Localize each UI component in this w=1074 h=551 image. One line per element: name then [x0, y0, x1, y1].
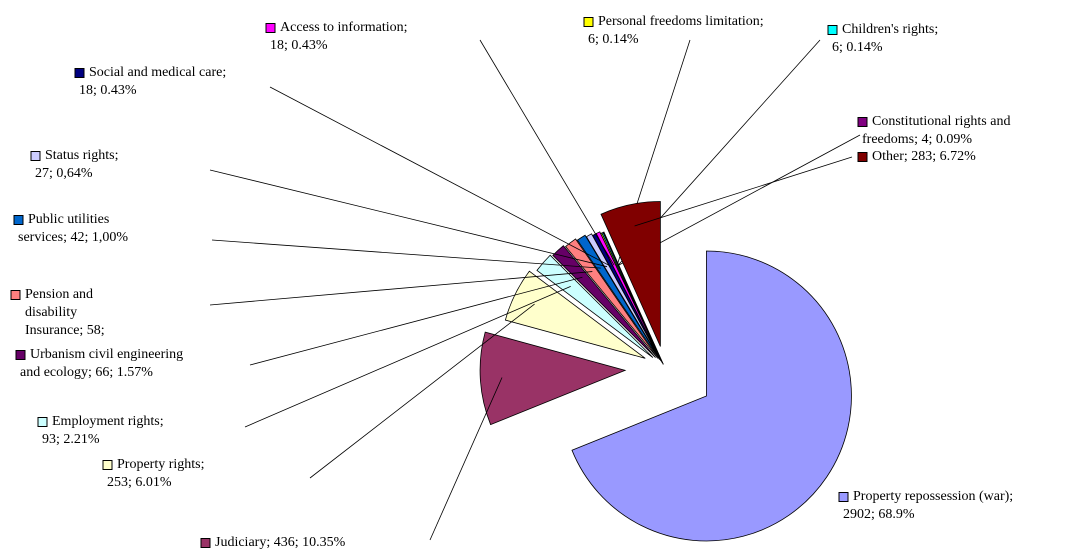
pie-slice [585, 233, 662, 362]
data-label: Insurance; 58; [25, 323, 105, 338]
leader-line [209, 169, 608, 268]
legend-swatch [857, 152, 868, 162]
legend-swatch [200, 538, 211, 548]
legend-swatch [10, 290, 21, 300]
leader-line [309, 303, 535, 479]
data-label: 2902; 68.9% [843, 507, 915, 522]
legend-swatch [15, 350, 26, 360]
leader-line [249, 276, 583, 366]
data-label: 6; 0.14% [832, 40, 883, 55]
data-label: Children's rights; [842, 22, 938, 37]
data-label: 93; 2.21% [42, 432, 100, 447]
leader-line [269, 86, 612, 267]
data-label: freedoms; 4; 0.09% [862, 132, 972, 147]
data-label: 27; 0,64% [35, 166, 93, 181]
data-label: Property repossession (war); [853, 489, 1013, 504]
leader-line [634, 156, 853, 227]
data-label: Pension and [25, 287, 93, 302]
legend-swatch [37, 417, 48, 427]
data-label: Employment rights; [52, 414, 164, 429]
legend-swatch [13, 215, 24, 225]
leader-line [209, 271, 593, 306]
legend-swatch [265, 23, 276, 33]
data-label: Judiciary; 436; 10.35% [215, 535, 346, 550]
leader-line [429, 377, 503, 541]
data-label: 253; 6.01% [107, 475, 172, 490]
data-label: Social and medical care; [89, 65, 226, 80]
legend-swatch [838, 492, 849, 502]
pie-slice [536, 254, 654, 358]
data-label: Other; 283; 6.72% [872, 149, 976, 164]
leader-line [211, 239, 601, 269]
data-label: services; 42; 1,00% [18, 230, 128, 245]
pie-slice [504, 270, 646, 359]
data-label: Constitutional rights and [872, 114, 1010, 129]
leader-line [479, 39, 615, 266]
data-label: disability [25, 305, 77, 320]
data-label: Urbanism civil engineering [30, 347, 183, 362]
data-label: Access to information; [280, 20, 408, 35]
data-label: Public utilities [28, 212, 109, 227]
data-label: 18; 0.43% [270, 38, 328, 53]
data-label: 18; 0.43% [79, 83, 137, 98]
data-label: Status rights; [45, 148, 119, 163]
data-label: and ecology; 66; 1.57% [20, 365, 153, 380]
data-label: 6; 0.14% [588, 32, 639, 47]
data-label: Personal freedoms limitation; [598, 14, 764, 29]
legend-swatch [583, 17, 594, 27]
legend-swatch [74, 68, 85, 78]
pie-slice [602, 231, 664, 365]
legend-swatch [827, 25, 838, 35]
pie-slice [479, 331, 627, 426]
pie-slice [600, 201, 661, 347]
pie-slice [595, 231, 663, 363]
legend-swatch [857, 117, 868, 127]
pie-slice [552, 245, 656, 358]
legend-swatch [102, 460, 113, 470]
leader-line [244, 285, 571, 428]
pie-slice [576, 234, 660, 360]
pie-slice [565, 238, 659, 359]
legend-swatch [30, 151, 41, 161]
pie-slice [571, 250, 852, 542]
data-label: Property rights; [117, 457, 205, 472]
